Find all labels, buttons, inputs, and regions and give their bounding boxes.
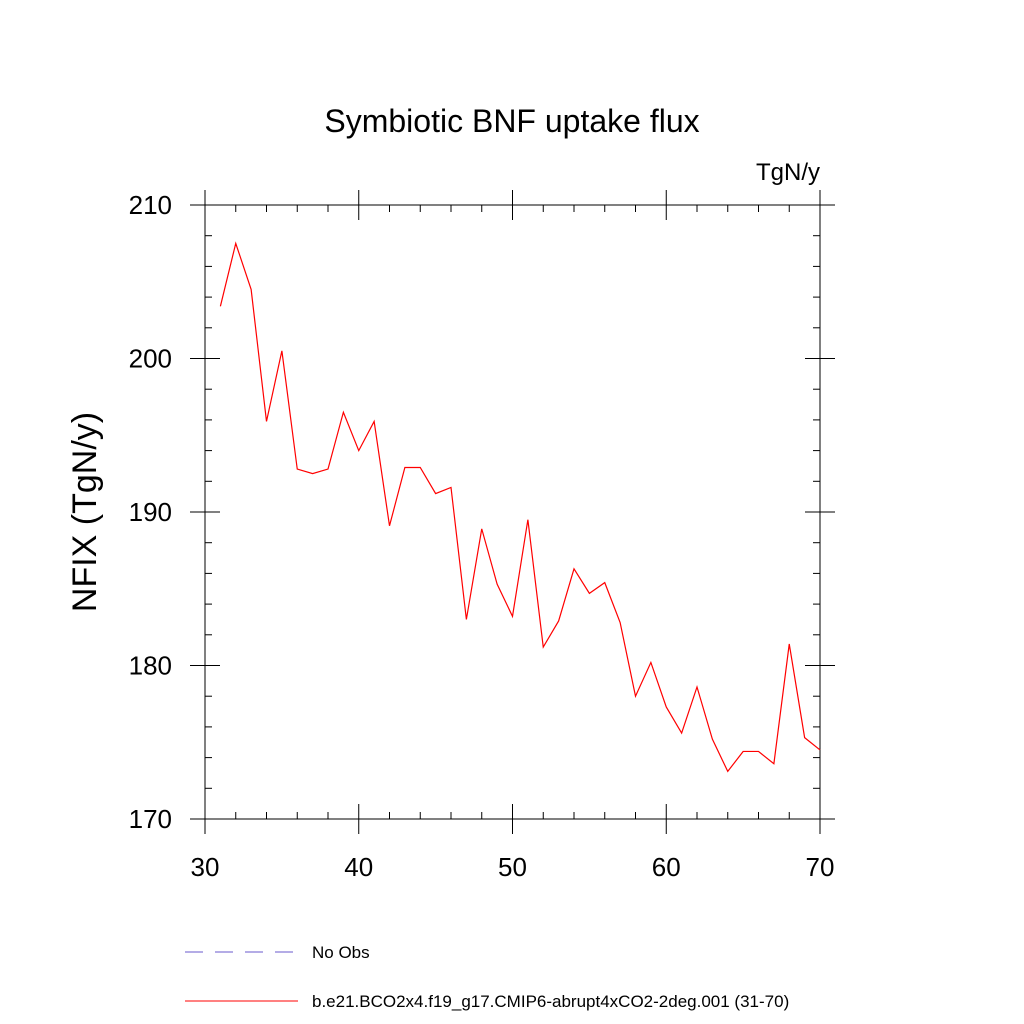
y-tick-label: 190 [129,497,172,527]
units-label: TgN/y [756,159,820,186]
y-axis-label: NFIX (TgN/y) [66,412,104,612]
x-tick-label: 60 [652,852,681,882]
x-tick-label: 70 [806,852,835,882]
x-tick-label: 40 [344,852,373,882]
y-tick-label: 180 [129,651,172,681]
chart-title: Symbiotic BNF uptake flux [324,103,699,139]
series-group [219,241,821,773]
plot-frame [204,204,821,820]
axes: 30 40 50 60 70 170 180 190 200 210 [129,190,835,882]
x-tick-label: 50 [498,852,527,882]
y-tick-label: 210 [129,190,172,220]
y-tick-label: 170 [129,804,172,834]
legend-label: b.e21.BCO2x4.f19_g17.CMIP6-abrupt4xCO2-2… [312,992,789,1011]
series-line [219,241,821,773]
y-tick-label: 200 [129,344,172,374]
x-tick-label: 30 [191,852,220,882]
legend-label: No Obs [312,943,370,962]
legend: No Obs b.e21.BCO2x4.f19_g17.CMIP6-abrupt4… [185,943,789,1011]
